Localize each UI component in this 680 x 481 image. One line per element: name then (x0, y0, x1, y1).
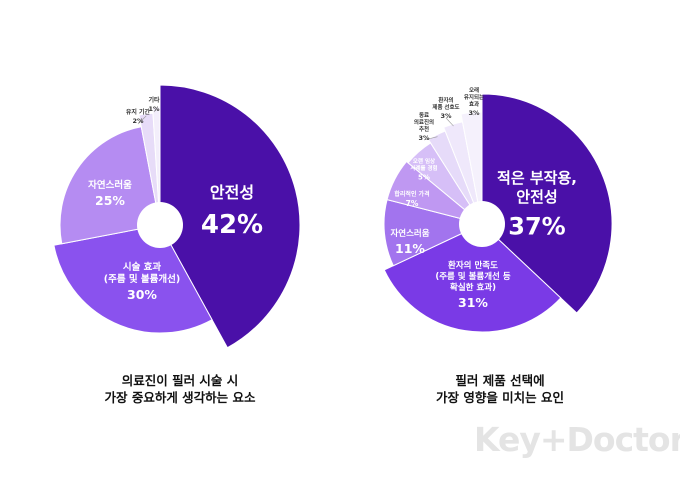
slice-label-line: 제품 선호도 (432, 103, 459, 111)
slice-other (152, 106, 161, 226)
slice-label-low-side-effects: 적은 부작용, 안전성 37% (497, 169, 577, 240)
leader-line-long-lasting (471, 114, 475, 116)
donut-hole (459, 201, 505, 247)
slice-value-naturalness: 11% (395, 241, 425, 256)
slice-value-other: 1% (148, 105, 160, 113)
slice-price (386, 160, 483, 225)
slice-label-line: 합리적인 가격 (394, 190, 429, 198)
slice-label-naturalness: 자연스러움 11% (390, 228, 429, 256)
slice-label-line: 효과 (469, 100, 479, 108)
slice-patient-satisfaction (383, 223, 562, 333)
slice-value-patient-preference: 3% (440, 112, 452, 120)
slice-label-safety: 안전성 42% (201, 183, 263, 240)
slice-label-line: 안전성 (516, 188, 557, 206)
slice-safety (159, 84, 301, 349)
keydoctor-logo: Key+Doctor (474, 420, 680, 459)
slice-procedure-effect (53, 224, 213, 334)
slice-label-line: 환자의 만족도 (448, 260, 498, 271)
slice-label-line: 오랜 임상 (413, 157, 435, 165)
slice-value-duration: 2% (132, 117, 144, 125)
chart-caption-right: 필러 제품 선택에 가장 영향을 미치는 요인 (380, 372, 620, 406)
chart-caption-left: 의료진이 필러 시술 시 가장 중요하게 생각하는 요소 (60, 372, 300, 406)
donut-hole (137, 202, 183, 248)
slice-label-line: 환자의 (438, 96, 453, 104)
slice-label-line: 시술 효과 (123, 261, 162, 273)
caption-line: 필러 제품 선택에 (455, 373, 545, 388)
slice-value-patient-satisfaction: 31% (458, 295, 488, 310)
leader-line-other (153, 108, 157, 113)
slice-value-low-side-effects: 37% (508, 212, 565, 240)
slice-label-colleague-recommendation: 동료 의료진의 추천 3% (414, 111, 434, 142)
pie-chart-product-selection-factors: 적은 부작용, 안전성 37% 환자의 만족도 (주름 및 볼륨개선 등 확실한 효과) 3… (383, 86, 613, 333)
slice-label-clinical-experience: 오랜 임상 사례를 경험 5% (410, 157, 437, 181)
slice-naturalness (59, 126, 161, 245)
slice-label-line: 확실한 효과) (450, 282, 496, 293)
slice-label-line: 동료 (419, 111, 429, 119)
slice-label-line: 사례를 경험 (410, 164, 437, 172)
slice-label-line: 안전성 (210, 183, 254, 202)
slice-label-line: 의료진의 (414, 118, 434, 126)
slice-value-colleague-recommendation: 3% (418, 134, 430, 142)
slice-label-line: 적은 부작용, (497, 169, 577, 187)
slice-naturalness (383, 199, 484, 267)
leader-line-colleague-recommendation (423, 136, 438, 141)
slice-label-price: 합리적인 가격 7% (394, 190, 429, 208)
slice-label-naturalness: 자연스러움 25% (88, 179, 132, 208)
slice-value-clinical-experience: 5% (418, 173, 430, 181)
caption-line: 의료진이 필러 시술 시 (121, 373, 239, 388)
slice-label-line: 유지 기간 (126, 108, 151, 116)
caption-line: 가장 영향을 미치는 요인 (435, 390, 565, 405)
slice-label-line: 기타 (148, 96, 160, 104)
slice-label-line: 추천 (419, 125, 429, 133)
slice-value-procedure-effect: 30% (127, 287, 157, 302)
slice-long-lasting (460, 111, 483, 225)
slice-label-line: 자연스러움 (390, 228, 429, 239)
slice-label-line: (주름 및 볼륨개선) (104, 273, 180, 285)
slice-value-long-lasting: 3% (468, 109, 480, 117)
leader-line-duration (137, 115, 147, 125)
slice-value-price: 7% (406, 199, 419, 208)
slice-label-long-lasting: 오래 유지되는 효과 3% (464, 86, 484, 117)
slice-value-safety: 42% (201, 210, 263, 240)
slice-low-side-effects (481, 93, 613, 314)
slice-label-duration: 유지 기간 2% (126, 108, 151, 125)
caption-line: 가장 중요하게 생각하는 요소 (104, 390, 256, 405)
slice-label-line: (주름 및 볼륨개선 등 (435, 271, 511, 282)
slice-label-procedure-effect: 시술 효과 (주름 및 볼륨개선) 30% (104, 261, 180, 302)
slice-label-line: 오래 (469, 86, 479, 94)
slice-label-line: 자연스러움 (88, 179, 132, 191)
slice-label-line: 유지되는 (464, 93, 484, 101)
slice-label-patient-satisfaction: 환자의 만족도 (주름 및 볼륨개선 등 확실한 효과) 31% (435, 260, 511, 310)
slice-label-patient-preference: 환자의 제품 선호도 3% (432, 96, 459, 120)
leader-line-patient-preference (445, 117, 454, 127)
pie-chart-filler-procedure-factors: 안전성 42% 시술 효과 (주름 및 볼륨개선) 30% 자연스러움 25% 유지 기간 2%… (53, 84, 301, 349)
slice-value-naturalness: 25% (95, 193, 125, 208)
slice-label-other: 기타 1% (148, 96, 160, 113)
